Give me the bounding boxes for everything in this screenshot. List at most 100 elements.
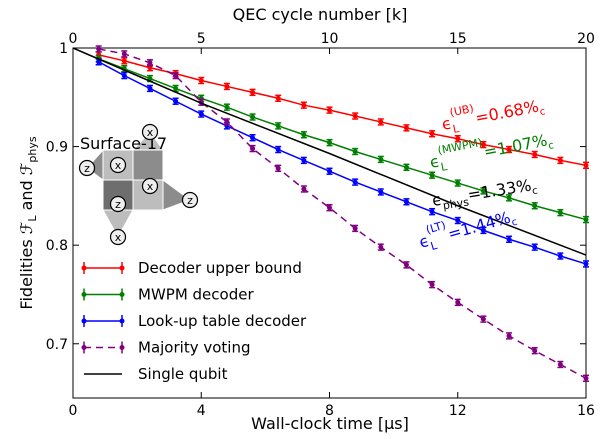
qubit-label: x	[147, 126, 154, 139]
marker	[403, 262, 409, 268]
marker	[224, 83, 230, 89]
legend-marker	[81, 265, 87, 271]
x-tick-label: 16	[577, 403, 595, 419]
y-axis-label: Fidelities ℱL and ℱphys	[17, 136, 39, 309]
y-tick-label: 0.9	[46, 140, 68, 156]
x-tick-label: 12	[449, 403, 467, 419]
marker	[250, 114, 256, 120]
y-tick-label: 0.8	[46, 238, 68, 254]
marker	[429, 131, 435, 137]
marker	[250, 89, 256, 95]
qubit	[109, 156, 127, 174]
marker	[198, 78, 204, 84]
marker	[121, 58, 127, 64]
qubit	[181, 191, 199, 209]
x-tick-label: 0	[69, 403, 78, 419]
legend-label: MWPM decoder	[138, 286, 254, 304]
marker	[275, 95, 281, 101]
qubit-label: z	[84, 162, 90, 175]
annotation-unit-sub: c	[510, 217, 518, 229]
qubit-label: x	[147, 180, 154, 193]
marker	[506, 236, 512, 242]
x2-axis-label: QEC cycle number [k]	[233, 5, 408, 24]
annotation-sub: L	[440, 160, 449, 174]
marker	[455, 218, 461, 224]
marker	[275, 165, 281, 171]
annotation-sup: (UB)	[449, 102, 475, 119]
y-label-part: ℱ	[17, 221, 36, 234]
series-line	[98, 48, 587, 379]
marker	[455, 180, 461, 186]
marker	[250, 135, 256, 141]
legend	[79, 254, 309, 392]
legend-marker	[119, 265, 125, 271]
marker	[532, 244, 538, 250]
marker	[557, 361, 563, 367]
marker	[532, 151, 538, 157]
marker	[455, 136, 461, 142]
annotation-unit-sub: c	[539, 106, 546, 118]
y-label-part: and	[17, 175, 36, 215]
marker	[224, 119, 230, 125]
marker	[429, 209, 435, 215]
marker	[378, 156, 384, 162]
marker	[327, 140, 332, 146]
marker	[352, 113, 358, 119]
marker	[147, 60, 153, 66]
qubit	[109, 228, 127, 246]
marker	[198, 111, 204, 117]
x2-tick-label: 20	[577, 31, 595, 47]
marker	[480, 142, 486, 148]
qubit	[141, 177, 159, 195]
marker	[378, 244, 384, 250]
series-line	[72, 47, 587, 256]
legend-marker	[81, 292, 87, 297]
series-line	[98, 61, 587, 265]
marker	[327, 107, 332, 113]
y-label-part: L	[26, 215, 39, 222]
annotation-sup: (LT)	[425, 219, 448, 237]
annotation-sub: phys	[442, 195, 470, 212]
y-label-part: Fidelities	[17, 234, 36, 309]
marker	[506, 333, 512, 339]
x-axis-label: Wall-clock time [μs]	[251, 414, 409, 433]
marker	[352, 149, 358, 155]
marker	[480, 227, 486, 233]
legend-marker	[119, 318, 125, 324]
marker	[557, 210, 563, 216]
annotation-sub: L	[452, 122, 461, 136]
marker	[327, 205, 332, 211]
legend-marker	[119, 292, 125, 297]
annotation-symbol: ϵ	[428, 151, 441, 172]
marker	[583, 217, 589, 223]
marker	[301, 157, 307, 163]
qubit	[78, 159, 96, 177]
marker	[96, 46, 102, 52]
legend-label: Decoder upper bound	[138, 259, 302, 277]
marker	[506, 195, 512, 201]
marker	[532, 203, 538, 209]
marker	[301, 132, 307, 138]
x2-tick-label: 10	[321, 31, 339, 47]
qubit-label: x	[115, 159, 122, 172]
series-line	[98, 58, 587, 221]
annotation-symbol: ϵ	[440, 113, 453, 134]
marker	[352, 179, 358, 185]
x-tick-label: 4	[197, 403, 206, 419]
legend-label: Look-up table decoder	[138, 312, 307, 330]
x2-tick-label: 0	[69, 31, 78, 47]
y-label-part: phys	[26, 136, 39, 162]
marker	[403, 199, 409, 205]
legend-label: Single qubit	[138, 365, 228, 383]
qubit-label: x	[115, 231, 122, 244]
legend-marker	[81, 345, 87, 350]
annotation-unit-sub: c	[531, 186, 538, 198]
marker	[583, 375, 589, 381]
marker	[429, 172, 435, 178]
marker	[301, 102, 307, 108]
marker	[506, 147, 512, 153]
marker	[532, 348, 538, 354]
marker	[224, 104, 230, 110]
marker	[173, 73, 179, 79]
